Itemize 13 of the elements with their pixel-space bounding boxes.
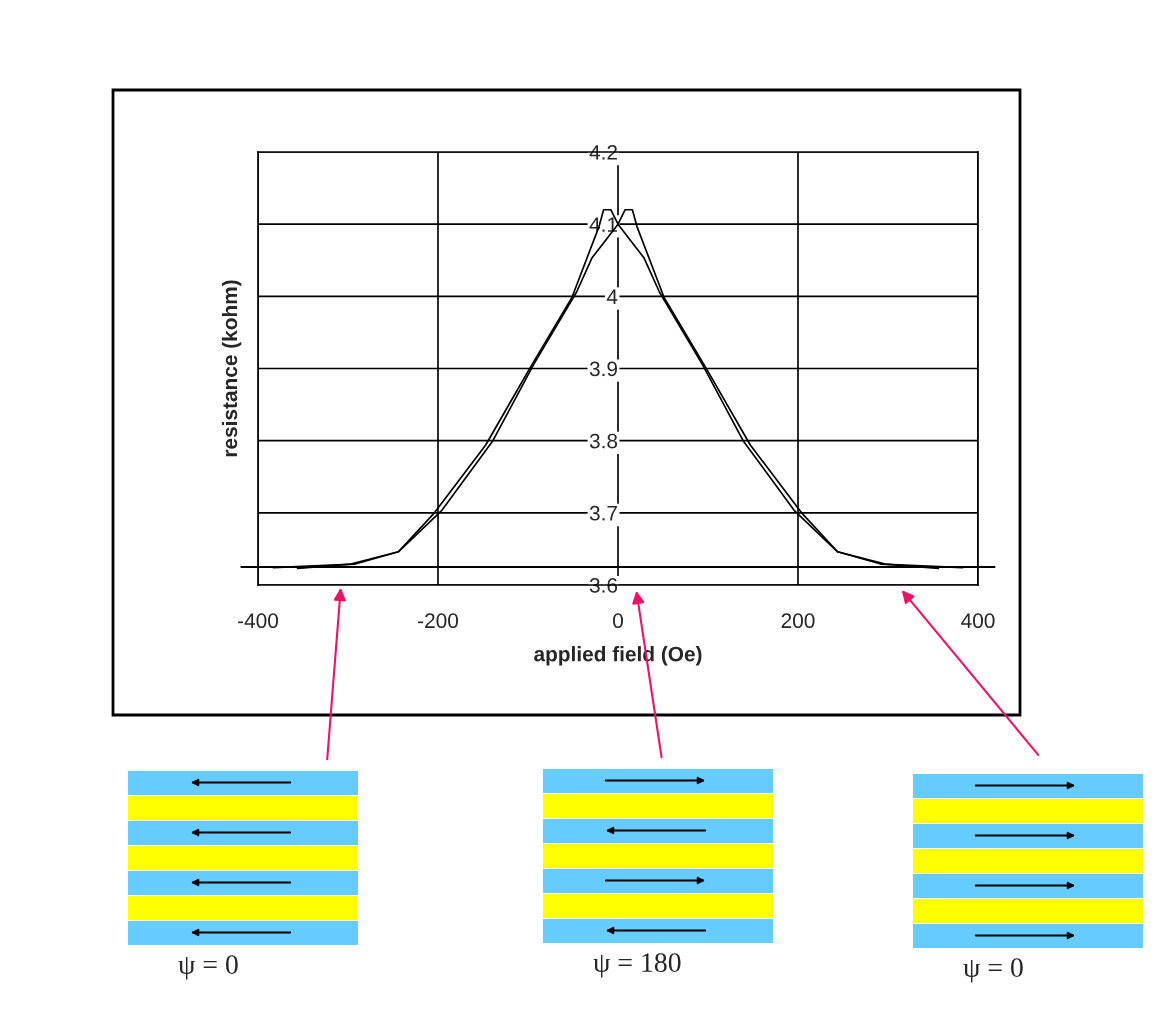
- text: ψ = 0: [178, 955, 238, 980]
- y-axis-title: resistance (kohm): [221, 280, 242, 457]
- x-tick-label: 400: [961, 613, 995, 629]
- text: ψ = 0: [963, 958, 1023, 983]
- text: ψ = 180: [593, 953, 681, 978]
- y-tick-label: 3.7: [589, 505, 617, 521]
- x-tick-label: 0: [613, 613, 623, 629]
- x-tick-label: 200: [781, 613, 815, 629]
- x-tick-label: -200: [418, 613, 459, 629]
- y-tick-label: 3.9: [589, 361, 618, 377]
- y-tick-label: 4: [606, 289, 618, 304]
- x-tick-label: -400: [238, 613, 279, 629]
- y-tick-label: 3.8: [589, 433, 618, 449]
